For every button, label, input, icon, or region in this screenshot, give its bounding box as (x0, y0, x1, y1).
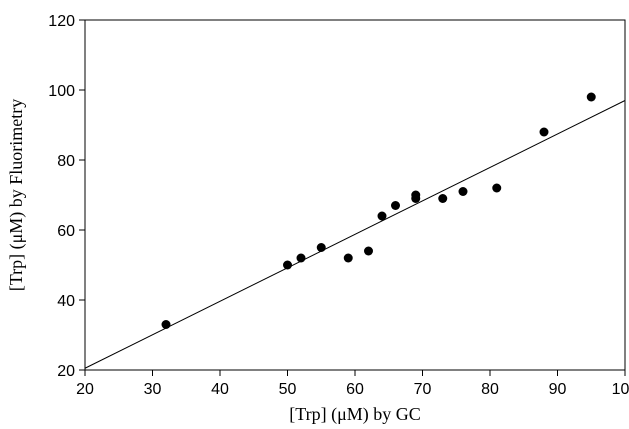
data-point (161, 320, 171, 329)
x-tick-label: 80 (481, 381, 499, 398)
points-layer (161, 92, 596, 329)
data-point (283, 260, 292, 270)
data-point (586, 92, 596, 102)
data-point (411, 190, 421, 200)
y-tick-label: 40 (57, 293, 75, 310)
x-tick-label: 50 (279, 381, 297, 398)
y-axis-title: [Trp] (μM) by Fluorimetry (6, 99, 27, 291)
x-tick-label: 70 (414, 381, 432, 398)
x-tick-label: 40 (211, 381, 229, 398)
y-tick-label: 80 (57, 153, 75, 170)
x-axis-ticks: 20 30 40 50 60 70 80 90 100 (76, 370, 629, 398)
y-tick-label: 60 (57, 223, 75, 240)
y-axis-ticks: 20 40 60 80 100 120 (48, 13, 85, 380)
x-tick-label: 60 (346, 381, 364, 398)
data-point (391, 201, 400, 210)
y-tick-label: 100 (48, 83, 75, 100)
data-point (377, 211, 387, 221)
x-tick-label: 90 (549, 381, 567, 398)
x-tick-label: 100 (612, 381, 629, 398)
fit-line-layer (84, 100, 626, 369)
data-point (364, 246, 373, 256)
data-point (316, 243, 326, 252)
x-axis-title: [Trp] (μM) by GC (289, 404, 421, 425)
x-tick-label: 20 (76, 381, 94, 398)
x-tick-label: 30 (144, 381, 162, 398)
regression-line (84, 100, 626, 369)
data-point (492, 183, 502, 193)
y-tick-label: 120 (48, 13, 75, 30)
data-point (296, 253, 306, 263)
data-point (539, 127, 549, 137)
data-point (458, 187, 468, 196)
plot-frame (84, 19, 626, 371)
data-point (343, 253, 353, 263)
data-point (438, 194, 448, 203)
y-tick-label: 20 (57, 363, 75, 380)
